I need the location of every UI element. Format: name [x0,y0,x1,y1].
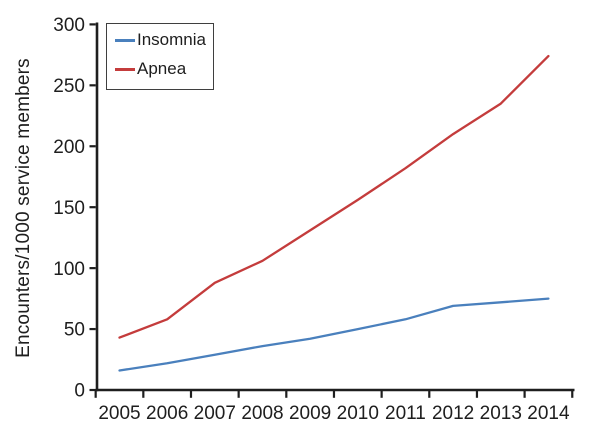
y-tick-label: 0 [74,381,85,402]
x-tick-label: 2005 [98,403,140,424]
x-tick-label: 2008 [241,403,283,424]
legend-label-insomnia: Insomnia [137,30,206,49]
x-tick-label: 2006 [146,403,188,424]
legend-label-apnea: Apnea [137,59,187,79]
y-axis-title: Encounters/1000 service members [13,58,34,358]
x-tick-label: 2012 [432,403,474,424]
y-tick-label: 50 [64,320,85,341]
series-line-insomnia [118,297,550,372]
y-tick-label: 200 [53,137,85,158]
x-tick-label: 2014 [527,403,570,424]
legend-swatch-insomnia-icon [115,38,135,42]
y-tick-label: 250 [53,76,85,97]
x-tick-label: 2007 [194,403,236,424]
x-tick-label: 2011 [385,403,426,424]
legend: Insomnia Apnea [106,23,214,90]
legend-item-insomnia: Insomnia [115,30,206,50]
y-tick-label: 300 [53,15,85,36]
y-tick-label: 150 [53,198,85,219]
x-tick-label: 2013 [480,403,522,424]
x-tick-label: 2010 [337,403,379,424]
legend-swatch-apnea-icon [115,68,135,72]
x-tick-label: 2009 [289,403,331,424]
series-line-apnea [118,54,550,339]
y-tick-label: 100 [53,259,85,280]
legend-item-apnea: Apnea [115,59,206,79]
